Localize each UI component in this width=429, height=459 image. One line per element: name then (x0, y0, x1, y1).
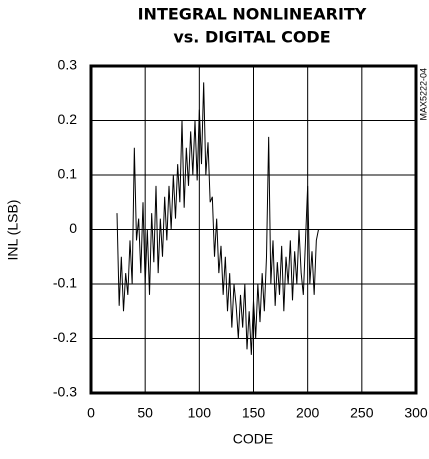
x-tick-label: 100 (188, 405, 212, 421)
y-tick-label: -0.1 (53, 275, 77, 291)
x-tick-label: 250 (350, 405, 374, 421)
y-axis-label: INL (LSB) (5, 200, 21, 261)
y-tick-label: 0.2 (58, 111, 78, 127)
x-tick-label: 300 (404, 405, 428, 421)
y-tick-label: 0.3 (58, 57, 78, 73)
annotation: MAX5222-04 (418, 68, 428, 121)
chart-subtitle: vs. DIGITAL CODE (173, 28, 330, 47)
x-tick-label: 0 (87, 405, 95, 421)
y-tick-label: -0.2 (53, 329, 77, 345)
y-tick-label: 0 (69, 220, 77, 236)
x-tick-label: 50 (137, 405, 153, 421)
y-tick-label: 0.1 (58, 166, 78, 182)
x-axis-label: CODE (233, 431, 273, 447)
data-line (116, 82, 319, 355)
x-tick-label: 200 (296, 405, 320, 421)
x-tick-label: 150 (242, 405, 266, 421)
y-tick-label: -0.3 (53, 384, 77, 400)
chart-title: INTEGRAL NONLINEARITY (138, 5, 367, 24)
plot-frame (89, 64, 418, 395)
